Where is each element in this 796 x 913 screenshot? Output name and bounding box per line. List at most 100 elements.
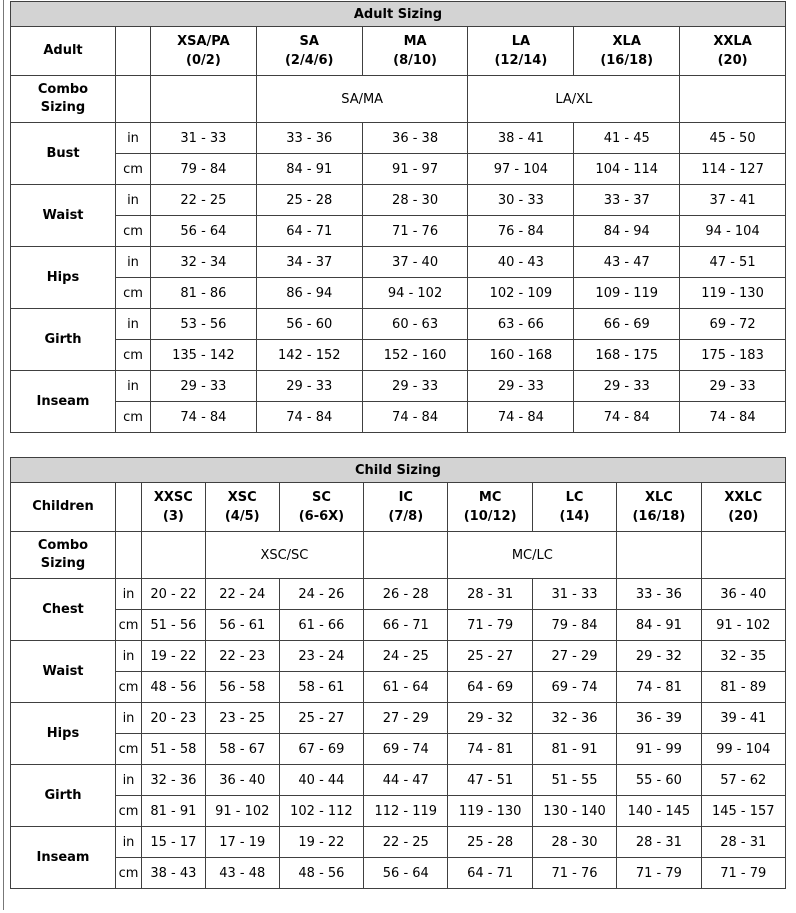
unit-label: in — [115, 764, 142, 796]
size-range-cell: 109 - 119 — [573, 277, 681, 309]
size-range-cell: 24 - 26 — [278, 578, 365, 610]
unit-label: in — [115, 640, 142, 672]
size-code: MC — [478, 489, 502, 505]
size-range-cell: 32 - 36 — [531, 702, 618, 734]
size-range-cell: 45 - 50 — [679, 122, 786, 154]
size-column-header: XSA/PA (0/2) — [150, 26, 257, 76]
table-row: Hips in 20 - 23 23 - 25 25 - 27 27 - 29 29 - 3… — [10, 702, 787, 765]
size-range-cell: 33 - 36 — [255, 122, 363, 154]
measurement-label: Inseam — [10, 370, 116, 433]
size-range-cell: 40 - 44 — [278, 764, 365, 796]
size-detail: (2/4/6) — [284, 53, 334, 68]
size-range-cell: 91 - 102 — [204, 795, 280, 827]
size-range-cell: 57 - 62 — [700, 764, 787, 796]
unit-label: cm — [115, 795, 142, 827]
combo-size-cell — [700, 531, 787, 579]
size-range-cell: 31 - 33 — [150, 122, 257, 154]
table-row: cm 56 - 64 64 - 71 71 - 76 76 - 84 84 - 94 94 … — [11, 215, 786, 247]
unit-label: in — [115, 578, 142, 610]
size-range-cell: 84 - 94 — [573, 215, 681, 247]
size-range-cell: 22 - 25 — [150, 184, 257, 216]
size-detail: (6-6X) — [298, 509, 345, 524]
size-code: LA — [511, 33, 531, 49]
size-range-cell: 168 - 175 — [573, 339, 681, 371]
measurement-label: Bust — [10, 122, 116, 185]
table-row: cm 48 - 56 56 - 58 58 - 61 61 - 64 64 - 69 69 … — [11, 671, 787, 703]
unit-label: cm — [115, 609, 142, 641]
size-range-cell: 56 - 60 — [255, 308, 363, 340]
measurement-label: Hips — [10, 702, 116, 765]
size-detail: (3) — [162, 509, 184, 524]
unit-label: cm — [115, 857, 142, 889]
size-range-cell: 43 - 47 — [573, 246, 681, 278]
size-range-cell: 29 - 32 — [447, 702, 533, 734]
table-row: cm 81 - 91 91 - 102 102 - 112 112 - 119 119 -… — [11, 795, 787, 827]
unit-column-header — [115, 482, 142, 532]
size-range-cell: 175 - 183 — [679, 339, 786, 371]
size-range-cell: 104 - 114 — [573, 153, 681, 185]
size-range-cell: 86 - 94 — [255, 277, 363, 309]
table-row: Waist in 22 - 25 25 - 28 28 - 30 30 - 33 33 - … — [10, 184, 786, 247]
size-range-cell: 34 - 37 — [255, 246, 363, 278]
size-code: IC — [398, 489, 413, 505]
size-detail: (0/2) — [186, 53, 221, 68]
size-range-cell: 64 - 71 — [255, 215, 363, 247]
size-detail: (8/10) — [393, 53, 437, 68]
size-range-cell: 39 - 41 — [700, 702, 787, 734]
size-range-cell: 23 - 25 — [204, 702, 280, 734]
size-range-cell: 32 - 35 — [700, 640, 787, 672]
measurement-label: Girth — [10, 764, 116, 827]
table-row: Inseam in 29 - 33 29 - 33 29 - 33 29 - 33 29 -… — [10, 370, 786, 433]
size-detail: (20) — [728, 509, 759, 524]
size-range-cell: 29 - 33 — [679, 370, 786, 402]
size-range-cell: 20 - 22 — [141, 578, 206, 610]
size-range-cell: 81 - 89 — [700, 671, 787, 703]
size-range-cell: 58 - 67 — [204, 733, 280, 765]
size-column-header: XXLC (20) — [700, 482, 787, 532]
size-range-cell: 29 - 32 — [616, 640, 702, 672]
size-range-cell: 28 - 31 — [616, 826, 702, 858]
measurement-label: Hips — [10, 246, 116, 309]
size-range-cell: 33 - 36 — [616, 578, 702, 610]
size-range-cell: 71 - 79 — [447, 609, 533, 641]
table-row: Girth in 53 - 56 56 - 60 60 - 63 63 - 66 66 - … — [10, 308, 786, 371]
table-row: Inseam in 15 - 17 17 - 19 19 - 22 22 - 25 25 -… — [10, 826, 787, 889]
size-range-cell: 51 - 55 — [531, 764, 618, 796]
size-range-cell: 66 - 71 — [363, 609, 449, 641]
size-range-cell: 84 - 91 — [616, 609, 702, 641]
measurement-label: Chest — [10, 578, 116, 641]
table-corner-label: Children — [10, 482, 116, 532]
size-range-cell: 81 - 91 — [531, 733, 618, 765]
unit-label: in — [115, 702, 142, 734]
table-row: cm 79 - 84 84 - 91 91 - 97 97 - 104 104 - 114… — [11, 153, 786, 185]
size-range-cell: 51 - 56 — [141, 609, 206, 641]
size-range-cell: 36 - 40 — [204, 764, 280, 796]
combo-size-cell — [679, 75, 786, 123]
size-range-cell: 38 - 41 — [467, 122, 575, 154]
size-range-cell: 119 - 130 — [679, 277, 786, 309]
size-detail: (4/5) — [224, 509, 260, 524]
size-column-header: SA (2/4/6) — [255, 26, 363, 76]
size-range-cell: 29 - 33 — [361, 370, 469, 402]
size-code: SA — [299, 33, 319, 49]
combo-size-cell — [150, 75, 257, 123]
size-range-cell: 94 - 104 — [679, 215, 786, 247]
size-range-cell: 119 - 130 — [447, 795, 533, 827]
size-range-cell: 38 - 43 — [141, 857, 206, 889]
size-range-cell: 48 - 56 — [278, 857, 365, 889]
unit-label: cm — [115, 153, 151, 185]
size-range-cell: 112 - 119 — [363, 795, 449, 827]
size-range-cell: 140 - 145 — [616, 795, 702, 827]
measurement-label: Girth — [10, 308, 116, 371]
unit-label: in — [115, 826, 142, 858]
size-range-cell: 44 - 47 — [363, 764, 449, 796]
size-range-cell: 26 - 28 — [363, 578, 449, 610]
size-range-cell: 67 - 69 — [278, 733, 365, 765]
size-range-cell: 71 - 76 — [531, 857, 618, 889]
size-range-cell: 69 - 74 — [363, 733, 449, 765]
size-range-cell: 81 - 86 — [150, 277, 257, 309]
size-range-cell: 84 - 91 — [255, 153, 363, 185]
size-range-cell: 142 - 152 — [255, 339, 363, 371]
size-range-cell: 25 - 27 — [447, 640, 533, 672]
size-range-cell: 145 - 157 — [700, 795, 787, 827]
